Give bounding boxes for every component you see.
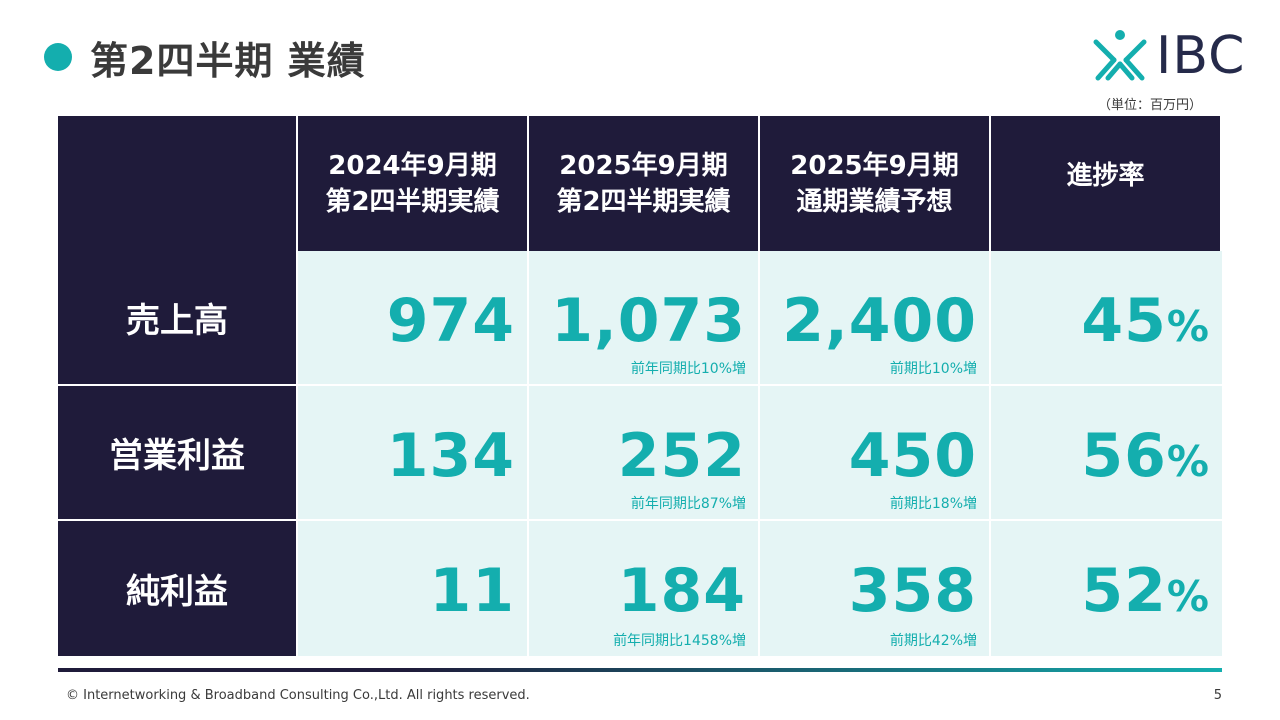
progress-number: 56 [1081, 421, 1167, 491]
unit-note: （単位：百万円） [1097, 98, 1202, 113]
cell-net-income-forecast: 358 前期比42%増 [760, 521, 991, 656]
value: 252 [617, 421, 746, 491]
footer-divider [58, 668, 1222, 672]
results-table: 2024年9月期 第2四半期実績 2025年9月期 第2四半期実績 2025年9月期… [58, 116, 1222, 656]
progress-value: 52% [1081, 557, 1210, 631]
cell-revenue-curr-q2: 1,073 前年同期比10%増 [529, 251, 760, 386]
value: 134 [386, 421, 515, 491]
title-bullet-icon [44, 43, 72, 71]
row-header-net-income: 純利益 [58, 521, 298, 656]
column-header-line: 通期業績予想 [796, 186, 953, 217]
table-corner-header [58, 116, 298, 251]
yoy-note: 前期比42%増 [889, 633, 977, 649]
column-header-line: 進捗率 [1066, 160, 1145, 191]
yoy-note: 前期比10%増 [889, 361, 977, 377]
column-header-line: 第2四半期実績 [556, 186, 731, 217]
percent-sign: % [1166, 437, 1210, 486]
ibc-logo: IBC [1090, 28, 1245, 84]
value: 358 [848, 556, 977, 626]
yoy-note: 前年同期比10%増 [630, 361, 746, 377]
cell-revenue-progress: 45% [991, 251, 1222, 386]
row-header-revenue: 売上高 [58, 251, 298, 386]
cell-operating-profit-forecast: 450 前期比18%増 [760, 386, 991, 521]
column-header-forecast: 2025年9月期 通期業績予想 [760, 116, 991, 251]
column-header-line: 2025年9月期 [790, 150, 959, 181]
cell-net-income-curr-q2: 184 前年同期比1458%増 [529, 521, 760, 656]
progress-value: 56% [1081, 422, 1210, 496]
percent-sign: % [1166, 572, 1210, 621]
value: 11 [429, 556, 515, 626]
value: 1,073 [551, 286, 746, 356]
cell-operating-profit-prev-q2: 134 [298, 386, 529, 521]
cell-operating-profit-progress: 56% [991, 386, 1222, 521]
logo-text: IBC [1156, 26, 1246, 86]
column-header-prev-q2: 2024年9月期 第2四半期実績 [298, 116, 529, 251]
column-header-line: 第2四半期実績 [325, 186, 500, 217]
progress-value: 45% [1081, 287, 1210, 361]
column-header-progress: 進捗率 [991, 116, 1222, 251]
column-header-curr-q2: 2025年9月期 第2四半期実績 [529, 116, 760, 251]
cell-operating-profit-curr-q2: 252 前年同期比87%増 [529, 386, 760, 521]
value: 450 [848, 421, 977, 491]
column-header-line: 2025年9月期 [559, 150, 728, 181]
yoy-note: 前期比18%増 [889, 496, 977, 512]
cell-net-income-progress: 52% [991, 521, 1222, 656]
cell-revenue-forecast: 2,400 前期比10%増 [760, 251, 991, 386]
yoy-note: 前年同期比1458%増 [613, 633, 746, 649]
percent-sign: % [1166, 302, 1210, 351]
row-header-operating-profit: 営業利益 [58, 386, 298, 521]
cell-net-income-prev-q2: 11 [298, 521, 529, 656]
yoy-note: 前年同期比87%増 [630, 496, 746, 512]
ibc-logo-mark-icon [1093, 30, 1147, 81]
progress-number: 45 [1081, 286, 1167, 356]
copyright-notice: © Internetworking & Broadband Consulting… [66, 688, 530, 703]
page-number: 5 [1213, 688, 1222, 703]
value: 2,400 [782, 286, 977, 356]
cell-revenue-prev-q2: 974 [298, 251, 529, 386]
value: 184 [617, 556, 746, 626]
page-title: 第2四半期 業績 [90, 39, 366, 83]
progress-number: 52 [1081, 556, 1167, 626]
column-header-line: 2024年9月期 [328, 150, 497, 181]
value: 974 [386, 286, 515, 356]
